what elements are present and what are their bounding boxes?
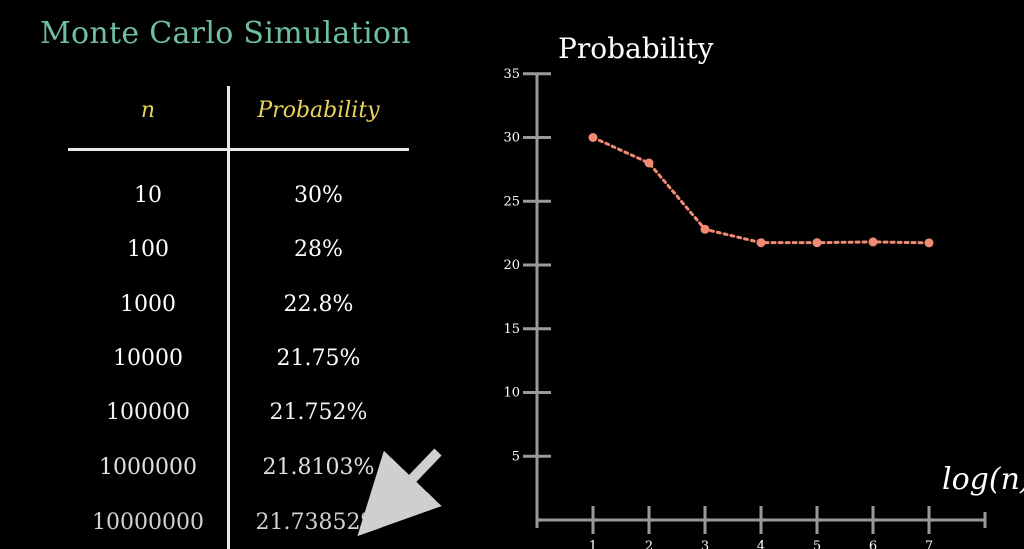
column-divider: [227, 86, 230, 549]
data-point: [700, 224, 710, 234]
cell-n: 10000000: [92, 510, 204, 535]
y-tick-label: 15: [503, 322, 520, 337]
column-header-n: n: [140, 98, 156, 123]
x-tick-label: 4: [757, 539, 765, 549]
data-point: [812, 238, 822, 248]
cell-n: 1000: [120, 292, 176, 317]
table-row: 10 30%: [68, 176, 409, 216]
y-tick-label: 30: [503, 131, 520, 146]
page-title: Monte Carlo Simulation: [40, 16, 411, 51]
cell-n: 100: [127, 237, 169, 262]
pointer-arrow-icon: [357, 448, 442, 537]
cell-n: 10000: [113, 346, 183, 371]
results-table: n Probability 10 30% 100 28% 1000 22.8% …: [68, 86, 409, 549]
table-row: 10000 21.75%: [68, 339, 409, 379]
series-line: [591, 136, 931, 245]
table-row: 1000 22.8%: [68, 285, 409, 325]
table-row: 100000 21.752%: [68, 393, 409, 433]
x-tick-label: 7: [925, 539, 933, 549]
data-point: [644, 158, 654, 168]
cell-probability: 21.8103%: [262, 455, 375, 480]
data-point: [588, 133, 598, 142]
y-tick-label: 35: [503, 67, 520, 82]
x-tick-label: 5: [813, 539, 821, 549]
data-point: [924, 238, 934, 248]
x-tick-label: 6: [869, 539, 877, 549]
y-tick-label: 20: [503, 258, 520, 273]
data-point: [756, 238, 766, 248]
y-tick-label: 25: [503, 194, 520, 209]
x-axis-label: log(n): [942, 462, 1024, 497]
table-row: 1000000 21.8103%: [68, 448, 409, 488]
column-header-probability: Probability: [257, 98, 380, 123]
cell-probability: 30%: [294, 183, 343, 208]
table-row: 100 28%: [68, 230, 409, 270]
y-tick-label: 5: [512, 449, 520, 464]
y-tick-label: 10: [503, 386, 520, 401]
chart-title: Probability: [558, 32, 714, 65]
x-tick-label: 2: [645, 539, 653, 549]
x-tick-label: 3: [701, 539, 709, 549]
cell-n: 100000: [106, 400, 190, 425]
cell-probability: 22.8%: [283, 292, 354, 317]
cell-probability: 21.75%: [276, 346, 361, 371]
cell-probability: 21.752%: [269, 400, 368, 425]
data-point: [868, 237, 878, 247]
x-tick-label: 1: [589, 539, 597, 549]
cell-probability: 28%: [294, 237, 343, 262]
cell-n: 1000000: [99, 455, 197, 480]
cell-n: 10: [134, 183, 162, 208]
header-divider: [68, 148, 409, 151]
